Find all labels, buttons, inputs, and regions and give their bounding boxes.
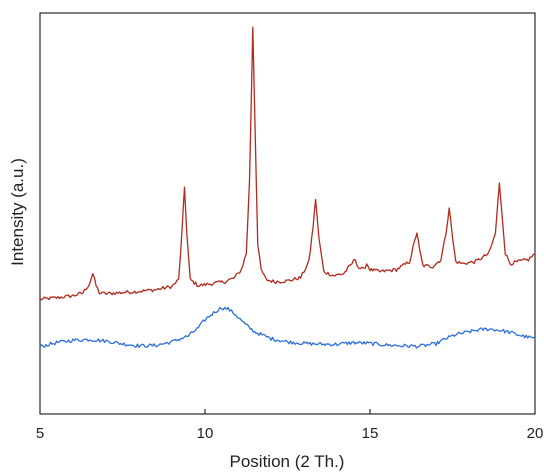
series-line-2	[39, 306, 536, 349]
y-axis-label: Intensity (a.u.)	[8, 158, 27, 266]
x-tick-label: 20	[527, 425, 544, 442]
x-tick-label: 15	[362, 425, 379, 442]
x-tick-label: 10	[197, 425, 214, 442]
x-axis-label: Position (2 Th.)	[230, 452, 345, 471]
series-layer	[39, 26, 536, 349]
plot-frame	[39, 12, 536, 415]
x-tick-label: 5	[36, 425, 44, 442]
series-line-1	[39, 26, 536, 301]
x-ticks: 5 10 15 20	[36, 409, 544, 442]
